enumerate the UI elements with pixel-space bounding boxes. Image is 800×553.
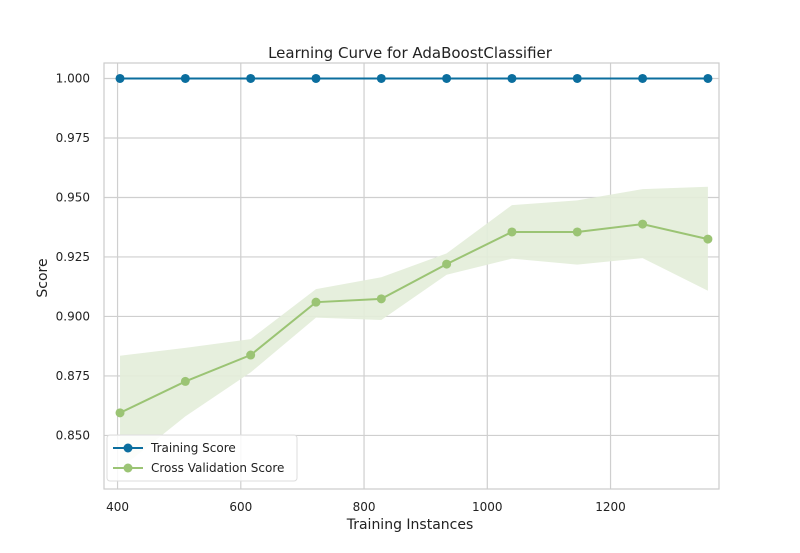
cross-validation-score-point: [638, 219, 648, 229]
score-lines: [119, 77, 709, 414]
y-tick-label: 0.850: [56, 428, 90, 442]
legend-label-training: Training Score: [150, 441, 236, 455]
y-tick-label: 0.950: [56, 190, 90, 204]
training-score-point: [376, 73, 386, 83]
cross-validation-score-point: [442, 259, 452, 269]
cross-validation-score-point: [703, 234, 713, 244]
cross-validation-score-point: [376, 294, 386, 304]
cross-validation-score-point: [246, 350, 256, 360]
x-tick-label: 1000: [472, 500, 503, 514]
x-tick-label: 1200: [595, 500, 626, 514]
training-score-point: [638, 73, 648, 83]
legend-marker-training: [123, 443, 133, 453]
y-tick-label: 0.975: [56, 131, 90, 145]
cross-validation-score-point: [572, 227, 582, 237]
training-score-point: [703, 73, 713, 83]
y-tick-label: 0.925: [56, 250, 90, 264]
training-score-point: [507, 73, 517, 83]
training-score-point: [442, 73, 452, 83]
training-score-point: [180, 73, 190, 83]
chart-title: Learning Curve for AdaBoostClassifier: [268, 44, 553, 62]
score-markers: [115, 73, 713, 418]
x-tick-label: 400: [106, 500, 129, 514]
training-score-point: [572, 73, 582, 83]
training-score-point: [311, 73, 321, 83]
score-bands: [120, 186, 708, 469]
legend-marker-cross-validation: [123, 463, 133, 473]
x-tick-labels: 400 600 800 1000 1200: [106, 500, 626, 514]
cross-validation-score-band: [120, 186, 708, 469]
training-score-point: [115, 73, 125, 83]
y-tick-label: 0.875: [56, 369, 90, 383]
y-tick-labels: 0.850 0.875 0.900 0.925 0.950 0.975 1.000: [56, 71, 90, 442]
cross-validation-score-point: [507, 227, 517, 237]
plot-frame: [103, 62, 720, 490]
legend: Training Score Cross Validation Score: [106, 434, 298, 482]
y-tick-label: 0.900: [56, 309, 90, 323]
y-axis-label: Score: [35, 258, 51, 297]
cross-validation-score-point: [115, 408, 125, 418]
x-axis-label: Training Instances: [346, 517, 474, 533]
legend-label-cross-validation: Cross Validation Score: [151, 461, 284, 475]
x-tick-label: 800: [353, 500, 376, 514]
legend-box: [106, 434, 298, 482]
x-tick-label: 600: [229, 500, 252, 514]
y-tick-label: 1.000: [56, 71, 90, 85]
cross-validation-score-line: [119, 223, 709, 414]
cross-validation-score-point: [180, 376, 190, 386]
training-score-point: [246, 73, 256, 83]
cross-validation-score-point: [311, 297, 321, 307]
